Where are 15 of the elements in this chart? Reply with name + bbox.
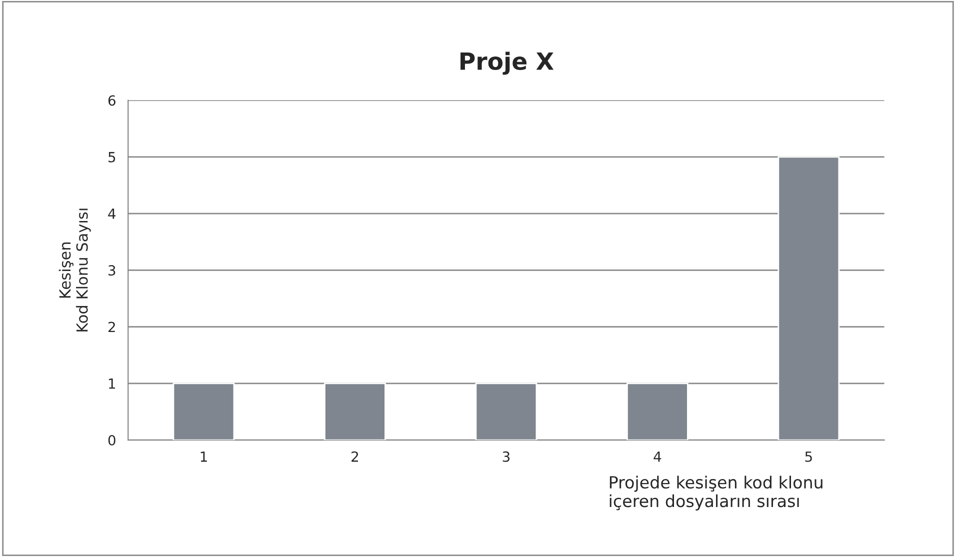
y-tick-label: 6 [108, 95, 116, 106]
y-tick-label: 0 [108, 435, 116, 446]
x-axis-title: Projede kesişen kod klonu içeren dosyaların sırası [610, 476, 822, 510]
y-tick-label: 5 [108, 152, 116, 162]
x-tick-label: 1 [200, 452, 207, 462]
x-tick-label: 2 [352, 451, 358, 462]
y-tick-label: 3 [108, 265, 116, 276]
y-axis-title: Kesişen Kod Klonu Sayısı [58, 208, 91, 332]
x-tick-label: 3 [502, 451, 510, 462]
y-tick-label: 2 [108, 322, 115, 332]
y-tick-label: 4 [108, 208, 116, 219]
x-tick-label: 5 [805, 452, 812, 462]
x-tick-label: 4 [654, 452, 662, 462]
y-tick-label: 1 [108, 378, 116, 389]
chart-title: Proje X [460, 52, 554, 75]
